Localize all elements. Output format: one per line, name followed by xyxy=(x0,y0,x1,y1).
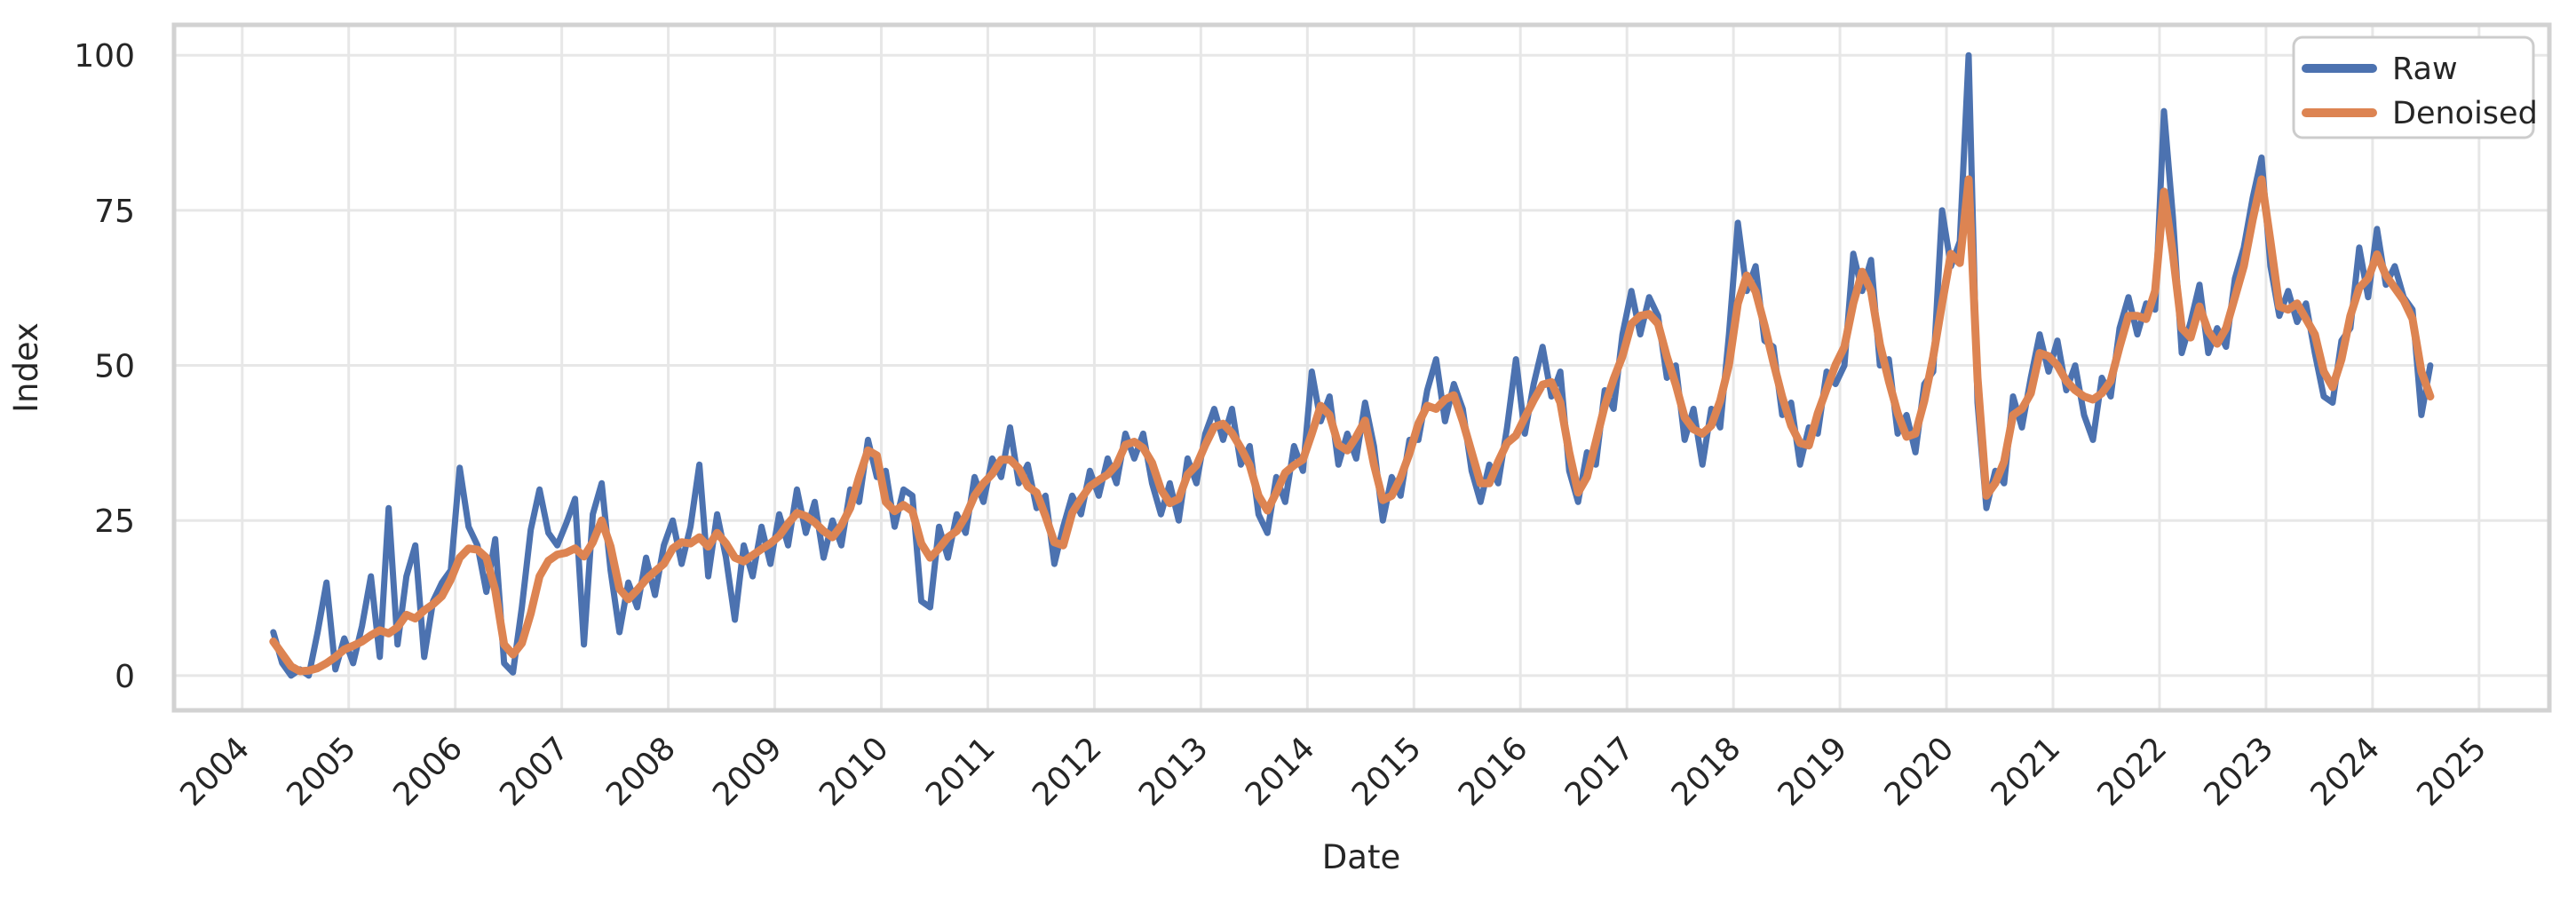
x-tick-label: 2018 xyxy=(1665,730,1748,813)
x-tick-label: 2007 xyxy=(493,730,576,813)
x-tick-label: 2022 xyxy=(2091,730,2175,813)
x-tick-label: 2012 xyxy=(1026,730,1109,813)
x-tick-label: 2016 xyxy=(1452,730,1535,813)
x-tick-labels: 2004 2005 2006 2007 2008 2009 2010 2011 2012 2013… xyxy=(173,730,2493,813)
x-tick-label: 2020 xyxy=(1878,730,1962,813)
x-axis-label: Date xyxy=(1322,838,1400,876)
x-tick-label: 2011 xyxy=(919,730,1003,813)
y-axis-label: Index xyxy=(7,322,45,413)
x-tick-label: 2015 xyxy=(1345,730,1429,813)
y-tick-label: 25 xyxy=(94,503,135,540)
x-tick-label: 2005 xyxy=(280,730,363,813)
x-tick-label: 2017 xyxy=(1558,730,1642,813)
x-tick-label: 2025 xyxy=(2410,730,2493,813)
x-tick-label: 2021 xyxy=(1985,730,2068,813)
plot-border xyxy=(171,22,2552,713)
legend: Raw Denoised xyxy=(2292,36,2538,139)
x-tick-label: 2023 xyxy=(2198,730,2281,813)
x-tick-label: 2010 xyxy=(812,730,896,813)
denoised-line xyxy=(269,175,2435,676)
x-tick-label: 2019 xyxy=(1771,730,1855,813)
legend-label-denoised: Denoised xyxy=(2392,96,2538,131)
x-tick-label: 2009 xyxy=(706,730,789,813)
y-tick-label: 0 xyxy=(115,659,135,695)
x-tick-label: 2024 xyxy=(2303,730,2387,813)
y-tick-label: 100 xyxy=(74,38,135,75)
y-tick-label: 50 xyxy=(94,349,135,385)
x-tick-label: 2006 xyxy=(386,730,470,813)
x-tick-label: 2004 xyxy=(173,730,257,813)
x-tick-label: 2008 xyxy=(599,730,683,813)
y-tick-label: 75 xyxy=(94,194,135,230)
legend-label-raw: Raw xyxy=(2392,51,2458,87)
y-tick-labels: 0 25 50 75 100 xyxy=(74,38,135,695)
x-tick-label: 2014 xyxy=(1239,730,1322,813)
x-tick-label: 2013 xyxy=(1132,730,1216,813)
series-lines xyxy=(269,51,2435,679)
plot-area xyxy=(174,25,2549,710)
